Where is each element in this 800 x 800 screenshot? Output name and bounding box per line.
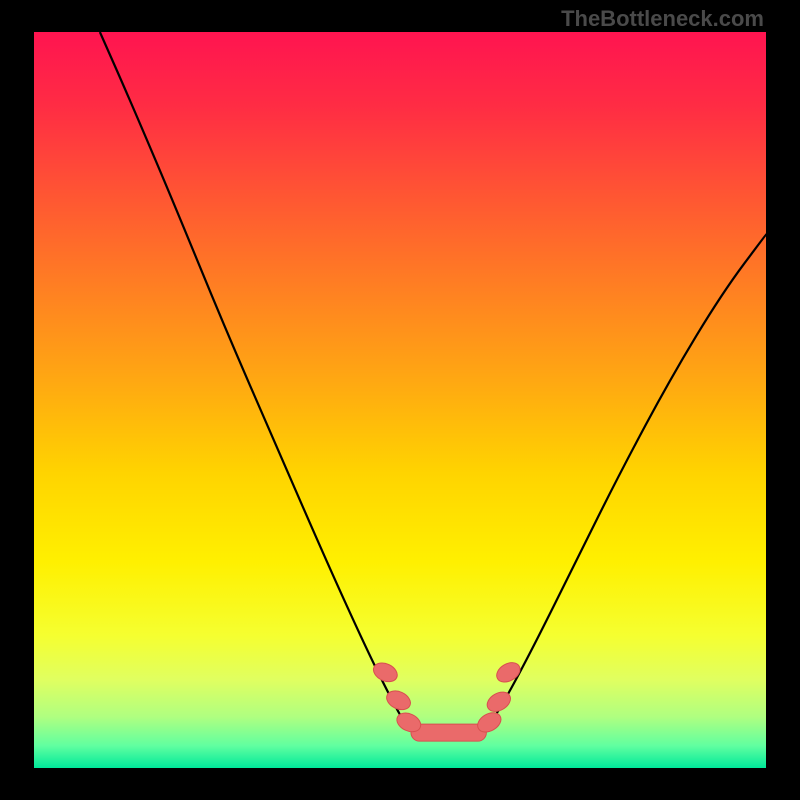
- gradient-bg: [34, 32, 766, 768]
- plot-area: [34, 32, 766, 768]
- bottom-marker-bar: [411, 724, 486, 741]
- chart-frame: TheBottleneck.com: [0, 0, 800, 800]
- watermark-text: TheBottleneck.com: [561, 6, 764, 32]
- chart-svg: [34, 32, 766, 768]
